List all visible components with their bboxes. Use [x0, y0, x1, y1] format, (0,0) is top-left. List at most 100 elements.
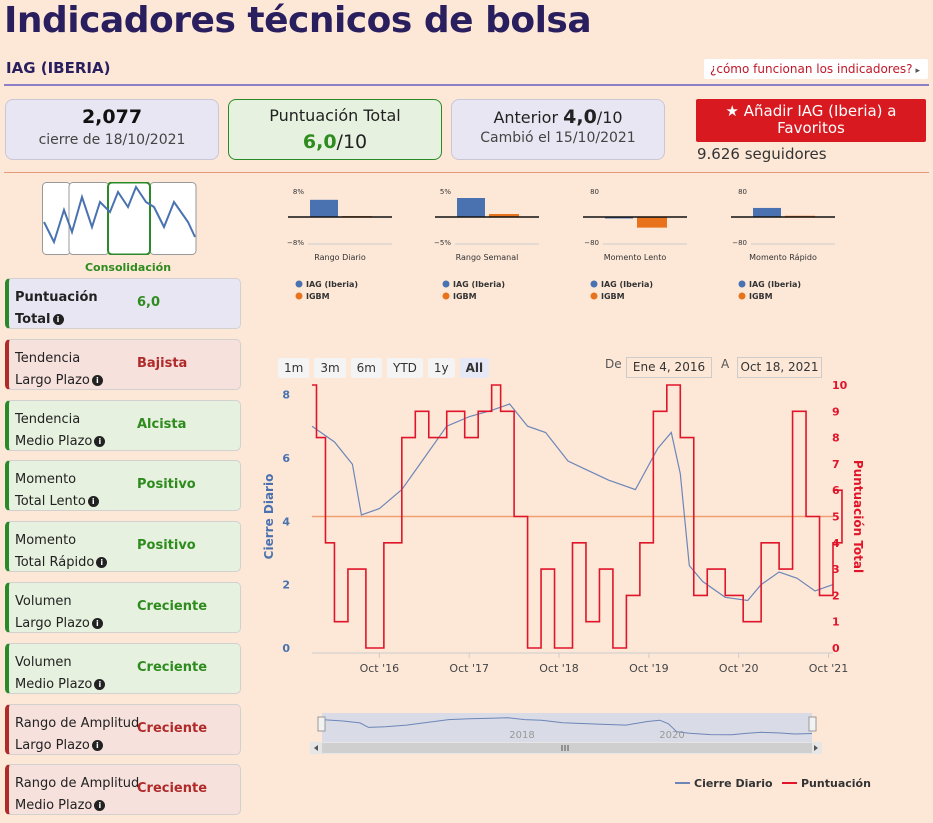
total-score-label: Puntuación Total: [269, 106, 401, 125]
pattern-label: Consolidación: [84, 261, 172, 274]
legend-label-iag: IAG (Iberia): [601, 280, 653, 289]
legend-dot-iag: [590, 280, 598, 288]
info-icon[interactable]: i: [91, 739, 103, 751]
indicator-label: Puntuación Total i: [15, 287, 98, 331]
left-axis-tick: 4: [282, 515, 290, 528]
legend-label-igbm: IGBM: [453, 292, 477, 300]
left-axis-tick: 2: [282, 579, 290, 592]
indicator-volumen-medio-plazo[interactable]: Volumen Medio Plazo i Creciente: [5, 642, 241, 694]
indicator-value: Creciente: [137, 720, 208, 736]
navigator-window[interactable]: [322, 713, 812, 742]
close-date: cierre de 18/10/2021: [38, 132, 186, 148]
previous-score-card: Anterior 4,0/10 Cambió el 15/10/2021: [451, 99, 665, 160]
indicator-label-line2: Largo Plazo: [15, 616, 90, 631]
how-indicators-link[interactable]: ¿cómo funcionan los indicadores? ▸: [704, 59, 928, 79]
info-icon[interactable]: i: [94, 678, 106, 690]
range-1y-button[interactable]: 1y: [427, 358, 455, 378]
indicator-label-line2: Medio Plazo: [15, 676, 93, 692]
indicator-label: Tendencia Largo Plazo i: [15, 348, 103, 392]
indicator-tendencia-largo-plazo[interactable]: Tendencia Largo Plazo i Bajista: [5, 338, 241, 392]
indicator-label-line2: Medio Plazo: [15, 798, 93, 814]
mini-bar-iag: [457, 198, 485, 217]
legend-dot-iag: [442, 280, 450, 288]
indicator-tendencia-medio-plazo[interactable]: Tendencia Medio Plazo i Alcista: [5, 399, 241, 451]
indicator-label-line2: Total: [15, 312, 51, 327]
indicator-label-line1: Rango de Amplitud: [15, 715, 140, 731]
page-title: Indicadores técnicos de bolsa: [4, 0, 592, 41]
legend-dot-igbm: [738, 292, 746, 300]
info-icon[interactable]: i: [87, 496, 99, 508]
info-icon[interactable]: i: [91, 618, 103, 629]
right-axis-tick: 5: [832, 511, 840, 524]
range-selector: 1m 3m 6m YTD 1y All: [278, 357, 494, 378]
x-axis-tick-label: Oct '21: [809, 662, 849, 675]
info-icon[interactable]: i: [94, 435, 106, 447]
close-card: 2,077 cierre de 18/10/2021: [5, 99, 219, 160]
range-ytd-button[interactable]: YTD: [386, 358, 423, 378]
indicator-label-line1: Momento: [15, 533, 77, 549]
mini-chart-title: Momento Rápido: [749, 253, 817, 262]
navigator-right-handle[interactable]: [808, 716, 817, 732]
left-axis-title: Cierre Diario: [262, 474, 276, 560]
from-label: De: [605, 357, 622, 371]
legend-label-igbm: IGBM: [749, 292, 773, 300]
mini-chart-rango-diario: 8% −8% Rango Diario IAG (Iberia) IGBM: [287, 188, 392, 300]
from-date-input[interactable]: Ene 4, 2016: [626, 357, 712, 378]
ticker-name: IAG (IBERIA): [6, 59, 111, 77]
indicator-value: 6,0: [137, 295, 161, 310]
info-icon[interactable]: i: [94, 800, 106, 812]
info-icon[interactable]: i: [96, 557, 108, 569]
left-axis-tick: 6: [282, 452, 290, 465]
scroll-right-icon[interactable]: [814, 745, 818, 751]
total-score: 6,0/10: [229, 131, 441, 153]
indicator-label: Momento Total Rápido i: [15, 530, 108, 574]
to-date-input[interactable]: Oct 18, 2021: [737, 357, 822, 378]
right-axis-tick: 7: [832, 458, 840, 471]
indicator-rango-de-amplitud-largo-plazo[interactable]: Rango de Amplitud Largo Plazo i Creciente: [5, 703, 241, 755]
right-axis-tick: 3: [832, 563, 840, 576]
mini-ytick-top: 80: [590, 188, 599, 196]
legend-label-iag: IAG (Iberia): [453, 280, 505, 289]
mini-bar-iag: [753, 207, 781, 217]
left-axis-tick: 0: [282, 642, 290, 655]
right-axis-tick: 1: [832, 616, 840, 629]
indicator-label: Momento Total Lento i: [15, 469, 99, 513]
info-icon[interactable]: i: [91, 374, 103, 386]
indicator-puntuacion-total[interactable]: Puntuación Total i 6,0: [5, 278, 241, 329]
right-axis-title: Puntuación Total: [851, 460, 865, 573]
right-axis-tick: 8: [832, 432, 840, 445]
x-axis-tick-label: Oct '20: [719, 662, 759, 675]
navigator-scrollbar-thumb[interactable]: [322, 743, 812, 753]
how-link-label: ¿cómo funcionan los indicadores?: [710, 62, 913, 76]
indicator-label-line2: Medio Plazo: [15, 433, 93, 449]
navigator-series: [321, 717, 813, 736]
pattern-thumbnail: [42, 182, 197, 255]
range-6m-button[interactable]: 6m: [350, 358, 382, 378]
range-3m-button[interactable]: 3m: [314, 358, 346, 378]
mini-bar-igbm: [637, 217, 667, 228]
total-score-max: /10: [336, 131, 368, 153]
indicator-momento-total-rapido[interactable]: Momento Total Rápido i Positivo: [5, 521, 241, 574]
legend-label-igbm: IGBM: [306, 292, 330, 300]
indicator-label: Rango de Amplitud Medio Plazo i: [15, 773, 139, 817]
indicator-label-line2: Largo Plazo: [15, 737, 90, 753]
info-icon[interactable]: i: [52, 314, 64, 325]
add-favorite-button[interactable]: ★ Añadir IAG (Iberia) a Favoritos: [696, 99, 926, 142]
legend-dot-igbm: [590, 292, 598, 300]
scroll-left-icon[interactable]: [314, 745, 318, 751]
mini-ytick-top: 5%: [440, 188, 451, 196]
indicator-momento-total-lento[interactable]: Momento Total Lento i Positivo: [5, 460, 241, 513]
mini-ytick-bottom: −5%: [434, 239, 451, 247]
navigator-left-handle[interactable]: [317, 716, 326, 732]
range-all-button[interactable]: All: [459, 358, 490, 378]
indicator-volumen-largo-plazo[interactable]: Volumen Largo Plazo i Creciente: [5, 582, 241, 633]
scrollbar-grip-icon[interactable]: [561, 745, 569, 751]
indicator-rango-de-amplitud-medio-plazo[interactable]: Rango de Amplitud Medio Plazo i Creciente: [5, 764, 241, 817]
range-1m-button[interactable]: 1m: [278, 358, 310, 378]
mini-ytick-bottom: −8%: [287, 239, 304, 247]
indicator-value: Creciente: [137, 781, 208, 797]
series-cierre-diario-line: [311, 403, 834, 602]
mini-chart-title: Rango Diario: [314, 253, 366, 262]
x-axis-tick-label: Oct '17: [449, 662, 489, 675]
